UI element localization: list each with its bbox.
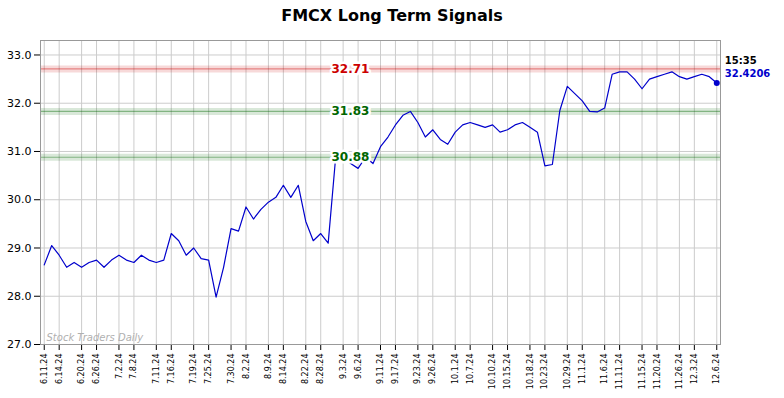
svg-text:10.18.24: 10.18.24 <box>526 354 535 390</box>
svg-text:27.0: 27.0 <box>7 338 32 351</box>
svg-text:11.6.24: 11.6.24 <box>600 354 609 385</box>
svg-text:9.3.24: 9.3.24 <box>339 354 348 379</box>
svg-text:11.11.24: 11.11.24 <box>615 354 624 390</box>
svg-text:32.4206: 32.4206 <box>725 68 771 79</box>
svg-text:9.26.24: 9.26.24 <box>428 354 437 385</box>
svg-text:12.3.24: 12.3.24 <box>690 354 699 385</box>
svg-text:10.1.24: 10.1.24 <box>451 354 460 385</box>
svg-text:7.2.24: 7.2.24 <box>115 354 124 379</box>
svg-text:11.20.24: 11.20.24 <box>653 354 662 390</box>
svg-text:10.15.24: 10.15.24 <box>503 354 512 390</box>
svg-text:9.17.24: 9.17.24 <box>391 354 400 385</box>
svg-text:30.0: 30.0 <box>7 193 32 206</box>
svg-text:6.11.24: 6.11.24 <box>40 354 49 385</box>
svg-text:11.15.24: 11.15.24 <box>638 354 647 390</box>
svg-text:31.0: 31.0 <box>7 145 32 158</box>
svg-text:7.30.24: 7.30.24 <box>227 354 236 385</box>
svg-text:7.11.24: 7.11.24 <box>152 354 161 385</box>
svg-text:9.23.24: 9.23.24 <box>413 354 422 385</box>
svg-text:Stock Traders Daily: Stock Traders Daily <box>47 332 145 343</box>
svg-text:10.29.24: 10.29.24 <box>563 354 572 390</box>
svg-text:10.23.24: 10.23.24 <box>540 354 549 390</box>
svg-text:6.20.24: 6.20.24 <box>77 354 86 385</box>
svg-text:10.10.24: 10.10.24 <box>488 354 497 390</box>
html-text:FMCX Long Term Signals: FMCX Long Term Signals <box>281 6 503 25</box>
svg-text:31.83: 31.83 <box>332 104 370 118</box>
svg-text:7.16.24: 7.16.24 <box>167 354 176 385</box>
svg-text:9.11.24: 9.11.24 <box>376 354 385 385</box>
svg-text:12.6.24: 12.6.24 <box>712 354 721 385</box>
svg-text:10.7.24: 10.7.24 <box>466 354 475 385</box>
svg-text:8.9.24: 8.9.24 <box>264 354 273 379</box>
svg-text:11.1.24: 11.1.24 <box>578 354 587 385</box>
svg-text:7.8.24: 7.8.24 <box>129 354 138 379</box>
svg-text:6.26.24: 6.26.24 <box>92 354 101 385</box>
svg-text:30.88: 30.88 <box>332 150 370 164</box>
svg-text:7.25.24: 7.25.24 <box>204 354 213 385</box>
svg-text:7.19.24: 7.19.24 <box>189 354 198 385</box>
svg-text:32.0: 32.0 <box>7 97 32 110</box>
svg-text:11.26.24: 11.26.24 <box>675 354 684 390</box>
svg-text:8.2.24: 8.2.24 <box>242 354 251 379</box>
svg-text:8.22.24: 8.22.24 <box>301 354 310 385</box>
svg-text:8.14.24: 8.14.24 <box>279 354 288 385</box>
svg-text:32.71: 32.71 <box>332 62 370 76</box>
svg-text:29.0: 29.0 <box>7 242 32 255</box>
svg-text:6.14.24: 6.14.24 <box>55 354 64 385</box>
svg-text:28.0: 28.0 <box>7 290 32 303</box>
svg-text:33.0: 33.0 <box>7 48 32 61</box>
svg-text:9.6.24: 9.6.24 <box>354 354 363 379</box>
svg-text:15:35: 15:35 <box>725 55 757 66</box>
svg-text:8.28.24: 8.28.24 <box>316 354 325 385</box>
